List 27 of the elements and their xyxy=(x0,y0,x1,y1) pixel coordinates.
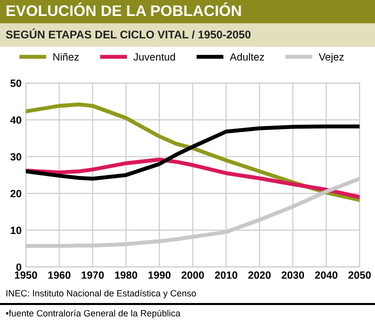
text: •fuente Contraloría General de la República xyxy=(6,310,180,318)
x-tick-label: 2050 xyxy=(348,271,371,279)
legend-label: Adultez xyxy=(230,52,264,61)
legend-label: Niñez xyxy=(53,52,79,61)
y-tick-label: 20 xyxy=(10,190,22,198)
y-tick-label: 40 xyxy=(10,116,22,124)
y-tick-label: 0 xyxy=(16,263,22,271)
legend-label: Juventud xyxy=(134,52,175,61)
y-tick-label: 30 xyxy=(10,153,22,161)
x-tick-label: 1980 xyxy=(115,271,138,279)
x-tick-label: 2000 xyxy=(182,271,204,279)
x-tick-label: 1990 xyxy=(148,271,171,279)
x-tick-label: 1950 xyxy=(14,271,38,279)
chart-title: EVOLUCIÓN DE LA POBLACIÓN xyxy=(6,2,241,16)
x-tick-label: 1970 xyxy=(82,271,104,279)
text: INEC: Instituto Nacional de Estadística y Censo xyxy=(6,290,196,298)
x-tick-label: 2010 xyxy=(214,271,238,279)
x-tick-label: 2030 xyxy=(282,271,304,279)
line-series xyxy=(26,124,360,181)
y-tick-label: 50 xyxy=(10,80,22,87)
x-tick-label: 2040 xyxy=(315,271,338,279)
chart-subtitle: SEGÚN ETAPAS DEL CICLO VITAL / 1950-2050 xyxy=(6,28,251,39)
x-tick-label: 2020 xyxy=(248,271,271,279)
legend-label: Vejez xyxy=(318,52,344,63)
x-tick-label: 1960 xyxy=(48,271,70,279)
y-tick-label: 10 xyxy=(10,226,22,234)
line-series xyxy=(26,158,360,200)
